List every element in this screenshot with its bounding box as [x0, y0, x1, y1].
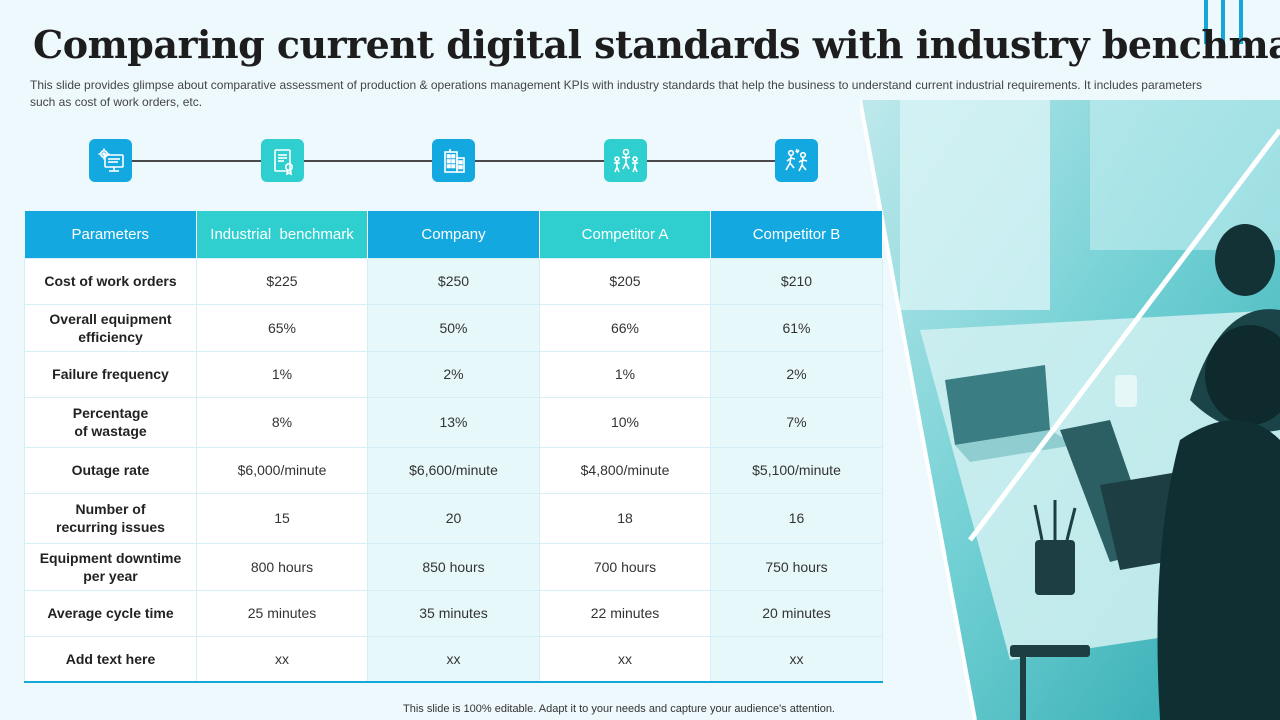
- value-cell: $4,800/minute: [539, 446, 711, 494]
- value-cell: $250: [367, 257, 540, 305]
- parameter-cell: Equipment downtime per year: [24, 542, 197, 591]
- header-parameters: Parameters: [24, 211, 197, 258]
- decorative-bars: [1204, 0, 1254, 44]
- benchmark-table: Parameters Industrial benchmark Company …: [24, 211, 883, 683]
- value-cell: xx: [710, 635, 883, 683]
- table-row: Outage rate $6,000/minute $6,600/minute $4,…: [24, 446, 883, 494]
- value-cell: $205: [539, 257, 711, 305]
- header-company: Company: [367, 211, 540, 258]
- table-row: Percentage of wastage 8% 13% 10% 7%: [24, 396, 883, 448]
- value-cell: 65%: [196, 303, 368, 352]
- value-cell: 2%: [367, 350, 540, 398]
- parameter-cell: Average cycle time: [24, 589, 197, 637]
- value-cell: $210: [710, 257, 883, 305]
- team-celebrate-icon: [604, 139, 647, 182]
- value-cell: 7%: [710, 396, 883, 448]
- table-row: Average cycle time 25 minutes 35 minutes 22…: [24, 589, 883, 637]
- office-photo: [860, 100, 1280, 720]
- header-competitor-a: Competitor A: [539, 211, 711, 258]
- value-cell: $6,000/minute: [196, 446, 368, 494]
- value-cell: 20 minutes: [710, 589, 883, 637]
- header-industrial-benchmark: Industrial benchmark: [196, 211, 368, 258]
- parameter-cell: Cost of work orders: [24, 257, 197, 305]
- value-cell: 750 hours: [710, 542, 883, 591]
- value-cell: 1%: [539, 350, 711, 398]
- document-certificate-icon: [261, 139, 304, 182]
- computer-gear-icon: [89, 139, 132, 182]
- value-cell: 16: [710, 492, 883, 544]
- people-running-icon: [775, 139, 818, 182]
- value-cell: 800 hours: [196, 542, 368, 591]
- value-cell: 10%: [539, 396, 711, 448]
- value-cell: xx: [539, 635, 711, 683]
- page-title: Comparing current digital standards with…: [33, 22, 1280, 67]
- building-icon: [432, 139, 475, 182]
- parameter-cell: Outage rate: [24, 446, 197, 494]
- value-cell: 1%: [196, 350, 368, 398]
- value-cell: xx: [196, 635, 368, 683]
- parameter-cell: Overall equipment efficiency: [24, 303, 197, 352]
- parameter-cell: Percentage of wastage: [24, 396, 197, 448]
- value-cell: 20: [367, 492, 540, 544]
- parameter-cell: Add text here: [24, 635, 197, 683]
- value-cell: 13%: [367, 396, 540, 448]
- value-cell: 2%: [710, 350, 883, 398]
- table-row: Failure frequency 1% 2% 1% 2%: [24, 350, 883, 398]
- value-cell: 22 minutes: [539, 589, 711, 637]
- value-cell: 15: [196, 492, 368, 544]
- header-competitor-b: Competitor B: [710, 211, 883, 258]
- value-cell: 35 minutes: [367, 589, 540, 637]
- table-row: Number of recurring issues 15 20 18 16: [24, 492, 883, 544]
- table-row: Equipment downtime per year 800 hours 850 …: [24, 542, 883, 591]
- table-row: Add text here xx xx xx xx: [24, 635, 883, 683]
- value-cell: $225: [196, 257, 368, 305]
- value-cell: 66%: [539, 303, 711, 352]
- page-subtitle: This slide provides glimpse about compar…: [30, 78, 1202, 109]
- value-cell: 50%: [367, 303, 540, 352]
- value-cell: 18: [539, 492, 711, 544]
- parameter-cell: Failure frequency: [24, 350, 197, 398]
- table-row: Overall equipment efficiency 65% 50% 66% 61%: [24, 303, 883, 352]
- parameter-cell: Number of recurring issues: [24, 492, 197, 544]
- footer-note: This slide is 100% editable. Adapt it to…: [403, 703, 835, 715]
- value-cell: $5,100/minute: [710, 446, 883, 494]
- value-cell: 8%: [196, 396, 368, 448]
- value-cell: $6,600/minute: [367, 446, 540, 494]
- value-cell: 25 minutes: [196, 589, 368, 637]
- value-cell: 61%: [710, 303, 883, 352]
- table-row: Cost of work orders $225 $250 $205 $210: [24, 257, 883, 305]
- value-cell: 700 hours: [539, 542, 711, 591]
- table-header-row: Parameters Industrial benchmark Company …: [24, 211, 883, 258]
- value-cell: xx: [367, 635, 540, 683]
- value-cell: 850 hours: [367, 542, 540, 591]
